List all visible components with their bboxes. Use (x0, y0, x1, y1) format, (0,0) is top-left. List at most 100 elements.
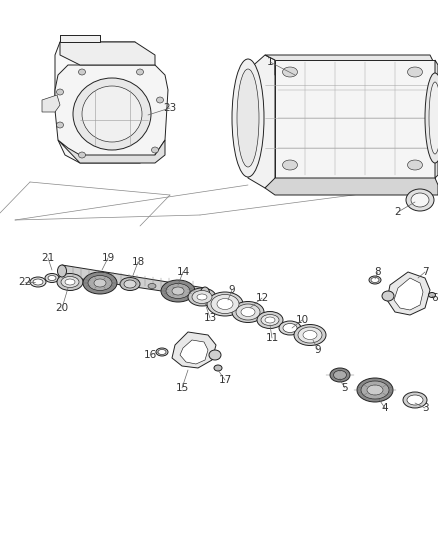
Text: 14: 14 (177, 267, 190, 277)
Ellipse shape (137, 69, 144, 75)
Ellipse shape (211, 295, 239, 313)
Ellipse shape (65, 279, 75, 285)
Ellipse shape (265, 317, 275, 323)
Ellipse shape (294, 325, 326, 345)
Ellipse shape (217, 298, 233, 310)
Text: 3: 3 (422, 403, 428, 413)
Ellipse shape (78, 69, 85, 75)
Ellipse shape (156, 97, 163, 103)
Polygon shape (60, 42, 155, 65)
Ellipse shape (261, 314, 279, 326)
Ellipse shape (192, 290, 212, 303)
Ellipse shape (429, 82, 438, 154)
Ellipse shape (279, 321, 301, 335)
Polygon shape (265, 178, 438, 195)
Ellipse shape (124, 280, 136, 288)
Polygon shape (248, 55, 275, 188)
Text: 9: 9 (314, 345, 321, 355)
Text: 21: 21 (41, 253, 55, 263)
Text: 23: 23 (163, 103, 177, 113)
Ellipse shape (232, 59, 264, 177)
Polygon shape (55, 65, 168, 163)
Ellipse shape (369, 276, 381, 284)
Ellipse shape (33, 279, 43, 285)
Text: 6: 6 (432, 293, 438, 303)
Ellipse shape (73, 78, 151, 150)
Polygon shape (180, 340, 208, 364)
Polygon shape (172, 332, 216, 368)
Text: 12: 12 (255, 293, 268, 303)
Ellipse shape (158, 350, 166, 354)
Ellipse shape (207, 292, 243, 316)
Polygon shape (275, 60, 435, 178)
Text: 13: 13 (203, 313, 217, 323)
Ellipse shape (209, 350, 221, 360)
Ellipse shape (172, 287, 184, 295)
Polygon shape (58, 140, 165, 163)
Text: 7: 7 (422, 267, 428, 277)
Ellipse shape (298, 327, 322, 343)
Text: 4: 4 (381, 403, 389, 413)
Ellipse shape (237, 69, 259, 167)
Ellipse shape (201, 287, 209, 299)
Text: 18: 18 (131, 257, 145, 267)
Ellipse shape (333, 370, 346, 379)
Ellipse shape (407, 160, 423, 170)
Ellipse shape (303, 330, 317, 340)
Ellipse shape (257, 311, 283, 328)
Ellipse shape (232, 302, 264, 322)
Ellipse shape (407, 67, 423, 77)
Ellipse shape (283, 67, 297, 77)
Ellipse shape (57, 265, 67, 277)
Ellipse shape (357, 378, 393, 402)
Text: 20: 20 (56, 303, 69, 313)
Ellipse shape (78, 152, 85, 158)
Text: 19: 19 (101, 253, 115, 263)
Polygon shape (60, 35, 100, 42)
Text: 8: 8 (374, 267, 381, 277)
Ellipse shape (88, 276, 112, 290)
Ellipse shape (407, 395, 423, 405)
Ellipse shape (428, 293, 435, 297)
Ellipse shape (30, 277, 46, 287)
Polygon shape (42, 95, 60, 112)
Ellipse shape (197, 294, 207, 300)
Ellipse shape (330, 368, 350, 382)
Ellipse shape (57, 122, 64, 128)
Text: 1: 1 (267, 57, 273, 67)
Polygon shape (62, 265, 208, 298)
Polygon shape (394, 278, 423, 310)
Ellipse shape (166, 284, 190, 298)
Text: 9: 9 (229, 285, 235, 295)
Ellipse shape (361, 381, 389, 399)
Polygon shape (55, 42, 140, 118)
Ellipse shape (214, 365, 222, 371)
Ellipse shape (48, 276, 56, 280)
Ellipse shape (156, 348, 168, 356)
Ellipse shape (406, 189, 434, 211)
Ellipse shape (61, 277, 79, 287)
Ellipse shape (425, 73, 438, 163)
Polygon shape (435, 60, 438, 178)
Ellipse shape (382, 291, 394, 301)
Text: 11: 11 (265, 333, 279, 343)
Ellipse shape (367, 385, 383, 395)
Ellipse shape (283, 324, 297, 333)
Ellipse shape (45, 273, 59, 282)
Ellipse shape (411, 193, 429, 207)
Ellipse shape (94, 279, 106, 287)
Ellipse shape (283, 160, 297, 170)
Ellipse shape (236, 304, 260, 320)
Ellipse shape (161, 280, 195, 302)
Ellipse shape (188, 288, 216, 306)
Ellipse shape (371, 278, 379, 282)
Text: 2: 2 (395, 207, 401, 217)
Ellipse shape (120, 278, 140, 290)
Ellipse shape (57, 273, 83, 290)
Text: 17: 17 (219, 375, 232, 385)
Text: 22: 22 (18, 277, 32, 287)
Text: 10: 10 (296, 315, 308, 325)
Ellipse shape (241, 308, 255, 317)
Ellipse shape (403, 392, 427, 408)
Polygon shape (265, 55, 435, 75)
